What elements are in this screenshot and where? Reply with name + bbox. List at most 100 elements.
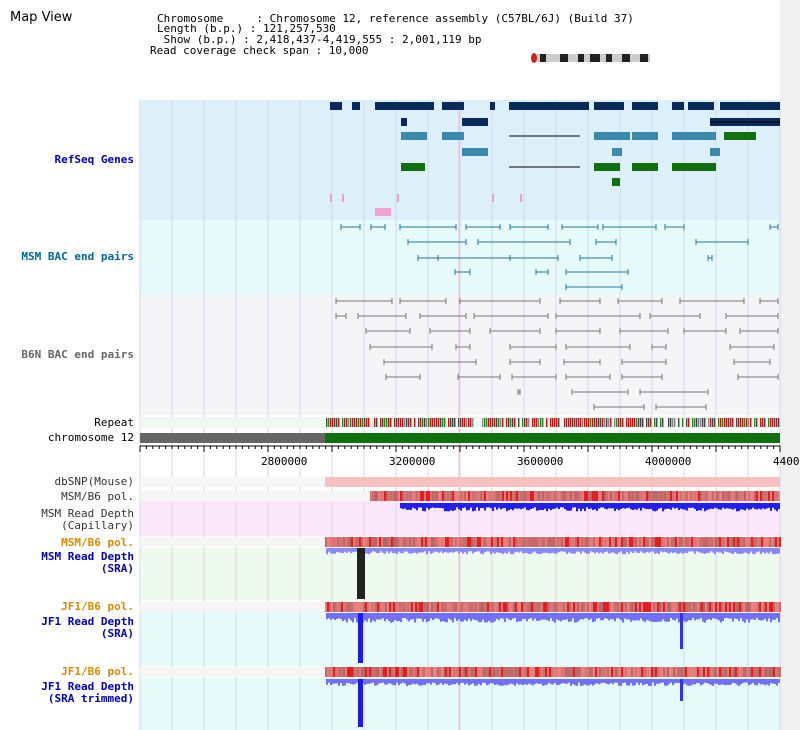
polymorphism-mark	[707, 602, 709, 612]
polymorphism-mark	[387, 667, 389, 677]
depth-bar	[456, 679, 458, 684]
polymorphism-mark	[691, 537, 693, 547]
polymorphism-mark	[719, 667, 721, 677]
polymorphism-mark	[446, 491, 448, 501]
depth-bar	[654, 503, 656, 512]
depth-bar	[772, 503, 774, 508]
depth-bar	[732, 679, 734, 683]
polymorphism-mark	[687, 667, 689, 677]
depth-bar	[522, 613, 524, 620]
depth-bar	[430, 503, 432, 508]
depth-bar	[730, 548, 732, 554]
gene-block	[401, 118, 407, 126]
polymorphism-mark	[620, 491, 622, 501]
track-label-b6n-bac[interactable]: B6N BAC end pairs	[21, 348, 134, 361]
depth-bar	[406, 679, 408, 686]
depth-bar	[526, 679, 528, 685]
depth-bar	[578, 548, 580, 552]
polymorphism-mark	[633, 537, 635, 547]
repeat-mark	[650, 418, 652, 427]
track-label-msm-b6-pol-2[interactable]: MSM/B6 pol.	[61, 536, 134, 549]
track-label-dbsnp[interactable]: dbSNP(Mouse)	[54, 475, 134, 488]
polymorphism-mark	[433, 537, 435, 547]
polymorphism-mark	[699, 602, 701, 612]
polymorphism-mark	[541, 602, 543, 612]
polymorphism-mark	[707, 667, 709, 677]
repeat-mark	[604, 418, 606, 427]
polymorphism-mark	[711, 537, 713, 547]
polymorphism-mark	[641, 667, 643, 677]
polymorphism-mark	[569, 537, 571, 547]
polymorphism-mark	[667, 537, 669, 547]
polymorphism-mark	[683, 602, 685, 612]
depth-bar	[456, 613, 458, 621]
depth-bar	[420, 548, 422, 553]
polymorphism-mark	[672, 491, 674, 501]
polymorphism-mark	[693, 602, 695, 612]
track-label-jf1-depth-trimmed[interactable]: JF1 Read Depth (SRA trimmed)	[41, 680, 134, 705]
polymorphism-mark	[422, 491, 424, 501]
depth-bar	[720, 679, 722, 685]
repeat-mark	[742, 418, 744, 427]
polymorphism-mark	[581, 667, 583, 677]
polymorphism-mark	[453, 537, 455, 547]
polymorphism-mark	[439, 537, 441, 547]
track-label-refseq[interactable]: RefSeq Genes	[54, 153, 134, 166]
depth-bar	[778, 548, 780, 554]
polymorphism-mark	[601, 667, 603, 677]
polymorphism-mark	[528, 491, 530, 501]
track-label-msm-b6-pol[interactable]: MSM/B6 pol.	[61, 490, 134, 503]
depth-bar	[656, 548, 658, 554]
depth-bar	[478, 613, 480, 623]
track-label-repeat[interactable]: Repeat	[94, 416, 134, 429]
repeat-mark	[350, 418, 352, 427]
depth-bar	[492, 679, 494, 684]
depth-bar	[402, 679, 404, 683]
polymorphism-mark	[339, 667, 341, 677]
depth-bar	[692, 503, 694, 508]
polymorphism-mark	[715, 667, 717, 677]
polymorphism-mark	[347, 602, 349, 612]
depth-bar	[366, 613, 368, 622]
polymorphism-mark	[375, 537, 377, 547]
polymorphism-mark	[329, 537, 331, 547]
gene-block	[330, 102, 342, 110]
depth-bar	[426, 613, 428, 623]
polymorphism-mark	[658, 491, 660, 501]
polymorphism-mark	[467, 667, 469, 677]
depth-bar	[342, 548, 344, 554]
depth-bar	[644, 613, 646, 622]
depth-bar	[522, 503, 524, 509]
depth-bar	[564, 548, 566, 552]
polymorphism-mark	[388, 491, 390, 501]
repeat-mark	[688, 418, 690, 427]
polymorphism-mark	[525, 602, 527, 612]
depth-bar	[506, 613, 508, 619]
track-label-msm-depth-sra[interactable]: MSM Read Depth (SRA)	[41, 550, 134, 575]
scroll-gutter	[780, 0, 800, 730]
depth-bar	[710, 503, 712, 509]
depth-bar	[736, 548, 738, 554]
depth-bar	[648, 548, 650, 553]
polymorphism-mark	[735, 667, 737, 677]
repeat-mark	[428, 418, 430, 427]
polymorphism-mark	[445, 537, 447, 547]
depth-bar	[406, 548, 408, 552]
depth-bar	[776, 679, 778, 686]
polymorphism-mark	[432, 491, 434, 501]
polymorphism-mark	[772, 491, 774, 501]
track-label-jf1-depth-sra[interactable]: JF1 Read Depth (SRA)	[41, 615, 134, 640]
track-label-chromosome[interactable]: chromosome 12	[47, 431, 134, 444]
depth-bar	[744, 548, 746, 553]
track-label-jf1-b6-pol[interactable]: JF1/B6 pol.	[61, 600, 134, 613]
repeat-mark	[492, 418, 494, 427]
depth-bar	[462, 503, 464, 509]
track-label-jf1-b6-pol-2[interactable]: JF1/B6 pol.	[61, 665, 134, 678]
track-label-msm-depth-capillary[interactable]: MSM Read Depth (Capillary)	[41, 507, 134, 532]
depth-bar	[772, 679, 774, 684]
depth-bar	[680, 503, 682, 509]
polymorphism-mark	[731, 537, 733, 547]
track-label-msm-bac[interactable]: MSM BAC end pairs	[21, 250, 134, 263]
repeat-mark	[524, 418, 526, 427]
